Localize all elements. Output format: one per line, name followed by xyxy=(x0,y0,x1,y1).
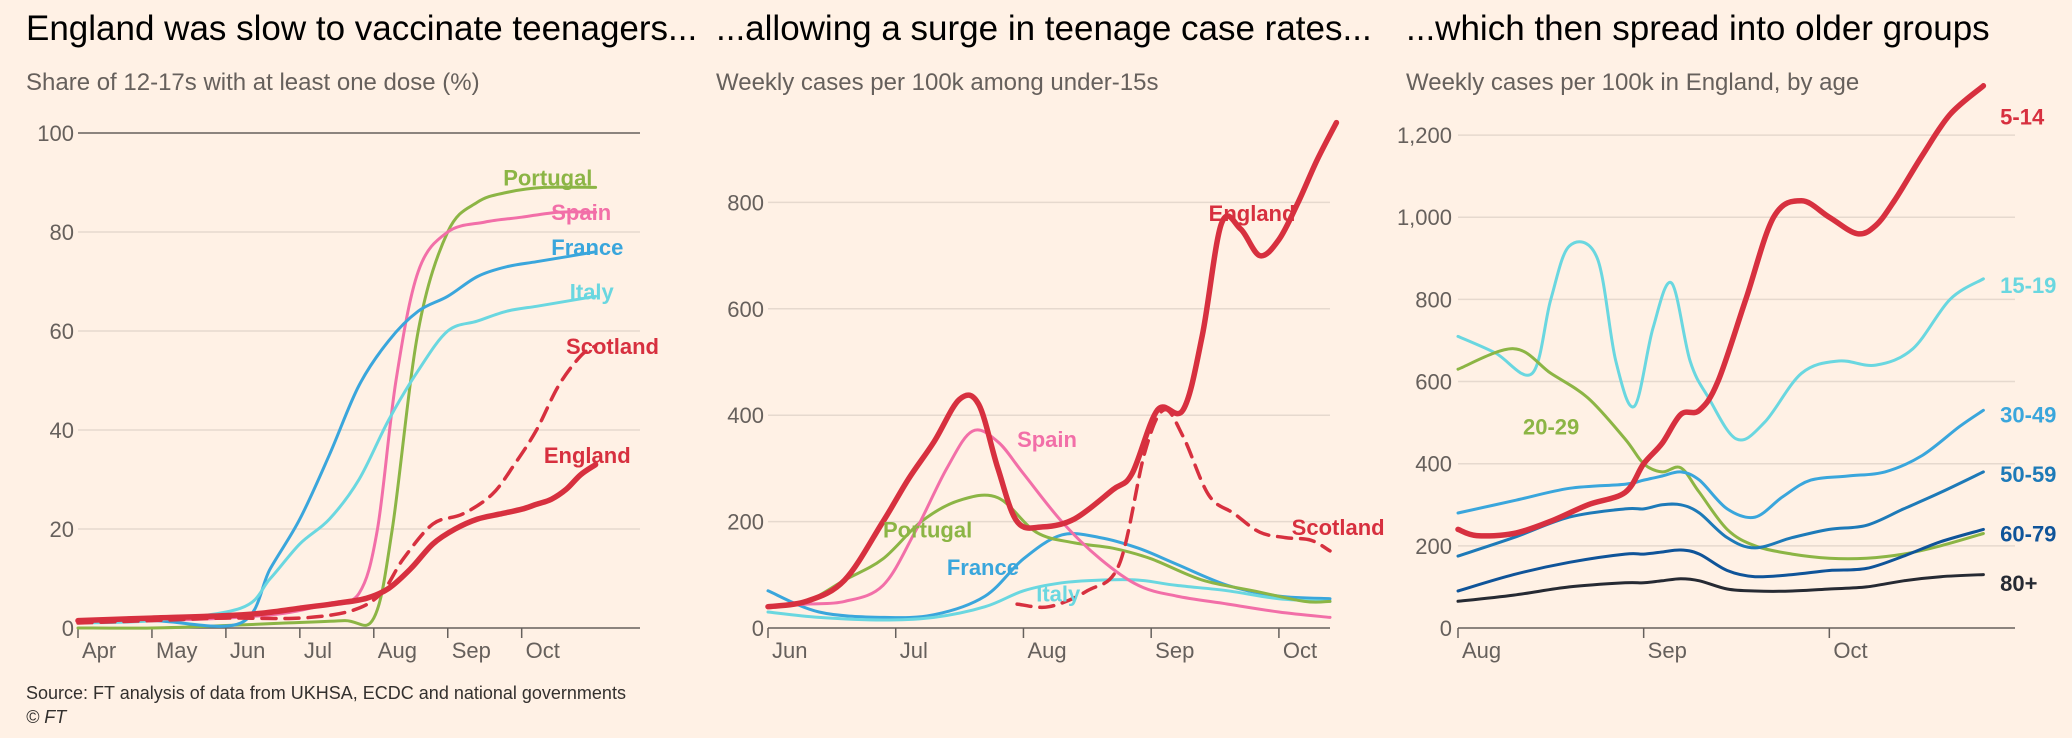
x-tick-label: Oct xyxy=(1833,638,1867,663)
series-line-italy xyxy=(766,578,1332,622)
chart-title: ...which then spread into older groups xyxy=(1406,9,1990,48)
y-tick-label: 1,200 xyxy=(1397,123,1452,148)
chart-title: ...allowing a surge in teenage case rate… xyxy=(716,9,1372,48)
x-tick-label: Jul xyxy=(900,638,928,663)
chart-subtitle: Weekly cases per 100k in England, by age xyxy=(1406,69,1859,96)
y-tick-label: 200 xyxy=(1415,534,1452,559)
series-label-15-19: 15-19 xyxy=(2000,273,2056,298)
y-tick-label: 200 xyxy=(727,510,764,535)
x-tick-label: Sep xyxy=(1648,638,1687,663)
series-label-30-49: 30-49 xyxy=(2000,402,2056,427)
series-label-france: France xyxy=(947,555,1019,580)
series-label-france: France xyxy=(551,235,623,260)
series-line-portugal xyxy=(766,493,1332,609)
chart-panel-3: ...which then spread into older groups We… xyxy=(1397,9,2056,663)
series-label-80: 80+ xyxy=(2000,571,2037,596)
series-label-portugal: Portugal xyxy=(883,518,972,543)
series-line-80 xyxy=(1456,573,1985,603)
x-tick-label: Aug xyxy=(1462,638,1501,663)
y-tick-label: 1,000 xyxy=(1397,205,1452,230)
y-tick-label: 0 xyxy=(62,616,74,641)
y-tick-label: 0 xyxy=(752,616,764,641)
chart-title: England was slow to vaccinate teenagers.… xyxy=(26,9,697,48)
x-tick-label: Sep xyxy=(452,638,491,663)
x-tick-label: Jul xyxy=(304,638,332,663)
series-label-scotland: Scotland xyxy=(566,334,659,359)
y-tick-label: 80 xyxy=(50,220,74,245)
series-line-france xyxy=(76,250,598,628)
series-label-20-29: 20-29 xyxy=(1523,415,1579,440)
series-line-england xyxy=(75,461,599,624)
series-line-italy xyxy=(76,294,598,625)
y-tick-label: 0 xyxy=(1440,616,1452,641)
x-tick-label: May xyxy=(156,638,198,663)
chart-panel-2: ...allowing a surge in teenage case rate… xyxy=(716,9,1385,663)
series-label-5-14: 5-14 xyxy=(2000,105,2045,130)
y-tick-label: 800 xyxy=(727,190,764,215)
series-label-portugal: Portugal xyxy=(503,166,592,191)
copyright-note: © FT xyxy=(26,707,68,727)
x-tick-label: Aug xyxy=(378,638,417,663)
x-tick-label: Aug xyxy=(1027,638,1066,663)
y-tick-label: 100 xyxy=(37,121,74,146)
series-label-spain: Spain xyxy=(1017,427,1077,452)
y-tick-label: 600 xyxy=(727,297,764,322)
y-tick-label: 800 xyxy=(1415,287,1452,312)
y-tick-label: 600 xyxy=(1415,370,1452,395)
chart-panel-1: England was slow to vaccinate teenagers.… xyxy=(26,9,697,663)
series-label-50-59: 50-59 xyxy=(2000,462,2056,487)
y-tick-label: 20 xyxy=(50,517,74,542)
series-line-60-79 xyxy=(1456,527,1985,593)
x-tick-label: Sep xyxy=(1155,638,1194,663)
series-line-20-29 xyxy=(1456,347,1985,561)
series-line-50-59 xyxy=(1456,470,1985,558)
chart-subtitle: Weekly cases per 100k among under-15s xyxy=(716,69,1158,96)
series-line-30-49 xyxy=(1456,408,1985,520)
series-line-spain xyxy=(766,428,1332,619)
series-label-england: England xyxy=(544,443,631,468)
series-label-italy: Italy xyxy=(570,279,615,304)
x-tick-label: Oct xyxy=(1283,638,1317,663)
x-tick-label: Jun xyxy=(230,638,265,663)
series-line-england xyxy=(765,119,1340,610)
series-line-5-14 xyxy=(1455,83,1987,539)
series-line-portugal xyxy=(76,185,598,630)
series-label-scotland: Scotland xyxy=(1292,515,1385,540)
y-tick-label: 400 xyxy=(727,403,764,428)
series-label-italy: Italy xyxy=(1036,581,1081,606)
y-tick-label: 60 xyxy=(50,319,74,344)
x-tick-label: Apr xyxy=(82,638,116,663)
x-tick-label: Oct xyxy=(526,638,560,663)
series-label-60-79: 60-79 xyxy=(2000,522,2056,547)
y-tick-label: 400 xyxy=(1415,452,1452,477)
series-line-spain xyxy=(76,210,598,625)
series-label-england: England xyxy=(1209,201,1296,226)
series-line-scotland xyxy=(1015,407,1332,610)
series-line-15-19 xyxy=(1456,240,1985,442)
chart-subtitle: Share of 12-17s with at least one dose (… xyxy=(26,69,480,96)
source-note: Source: FT analysis of data from UKHSA, … xyxy=(26,683,626,703)
series-line-scotland xyxy=(76,344,598,625)
x-tick-label: Jun xyxy=(772,638,807,663)
series-label-spain: Spain xyxy=(551,200,611,225)
y-tick-label: 40 xyxy=(50,418,74,443)
